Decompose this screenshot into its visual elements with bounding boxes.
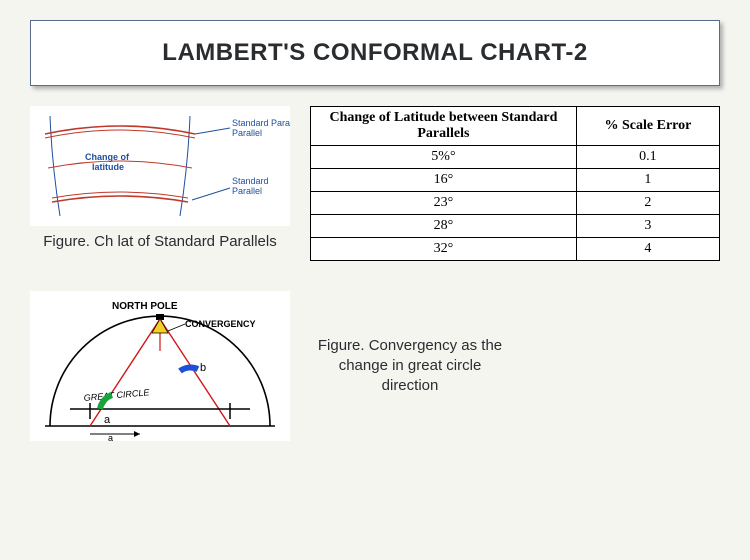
label-a: a — [104, 414, 111, 426]
table-cell: 32° — [311, 238, 577, 261]
title-bar: LAMBERT'S CONFORMAL CHART-2 — [30, 20, 720, 86]
diagram-standard-parallels: Standard Parallel Parallel Standard Para… — [30, 106, 290, 226]
label-convergency: CONVERGENCY — [185, 319, 256, 329]
table-row: 16°1 — [311, 169, 720, 192]
table-block: Change of Latitude between Standard Para… — [310, 106, 720, 261]
table-cell: 4 — [576, 238, 719, 261]
diagram-convergency: NORTH POLE CONVERGENCY GREAT CIRCLE a b — [30, 291, 290, 441]
col-header-latchange: Change of Latitude between Standard Para… — [311, 107, 577, 146]
svg-text:a: a — [108, 433, 113, 441]
table-row: 5%°0.1 — [311, 146, 720, 169]
label-bottom-parallel: Standard — [232, 176, 269, 186]
label-north-pole: NORTH POLE — [112, 301, 178, 312]
row-lower: NORTH POLE CONVERGENCY GREAT CIRCLE a b — [30, 291, 720, 441]
page-title: LAMBERT'S CONFORMAL CHART-2 — [41, 39, 709, 67]
table-cell: 16° — [311, 169, 577, 192]
label-b: b — [200, 362, 206, 374]
table-cell: 28° — [311, 215, 577, 238]
table-cell: 5%° — [311, 146, 577, 169]
svg-text:Parallel: Parallel — [232, 186, 262, 196]
col-header-scaleerror: % Scale Error — [576, 107, 719, 146]
table-row: 32°4 — [311, 238, 720, 261]
figure2-caption: Figure. Convergency as the change in gre… — [310, 336, 510, 397]
table-cell: 23° — [311, 192, 577, 215]
label-top-parallel: Standard Parallel — [232, 118, 290, 128]
label-great-circle: GREAT CIRCLE — [83, 387, 150, 403]
table-cell: 3 — [576, 215, 719, 238]
row-upper: Standard Parallel Parallel Standard Para… — [30, 106, 720, 261]
table-row: 23°2 — [311, 192, 720, 215]
svg-text:Parallel: Parallel — [232, 128, 262, 138]
table-cell: 1 — [576, 169, 719, 192]
figure1-block: Standard Parallel Parallel Standard Para… — [30, 106, 290, 261]
svg-text:latitude: latitude — [92, 162, 124, 172]
table-cell: 2 — [576, 192, 719, 215]
scale-error-table: Change of Latitude between Standard Para… — [310, 106, 720, 261]
table-row: 28°3 — [311, 215, 720, 238]
table-cell: 0.1 — [576, 146, 719, 169]
label-change-of-lat: Change of — [85, 152, 130, 162]
figure1-caption: Figure. Ch lat of Standard Parallels — [30, 232, 290, 252]
